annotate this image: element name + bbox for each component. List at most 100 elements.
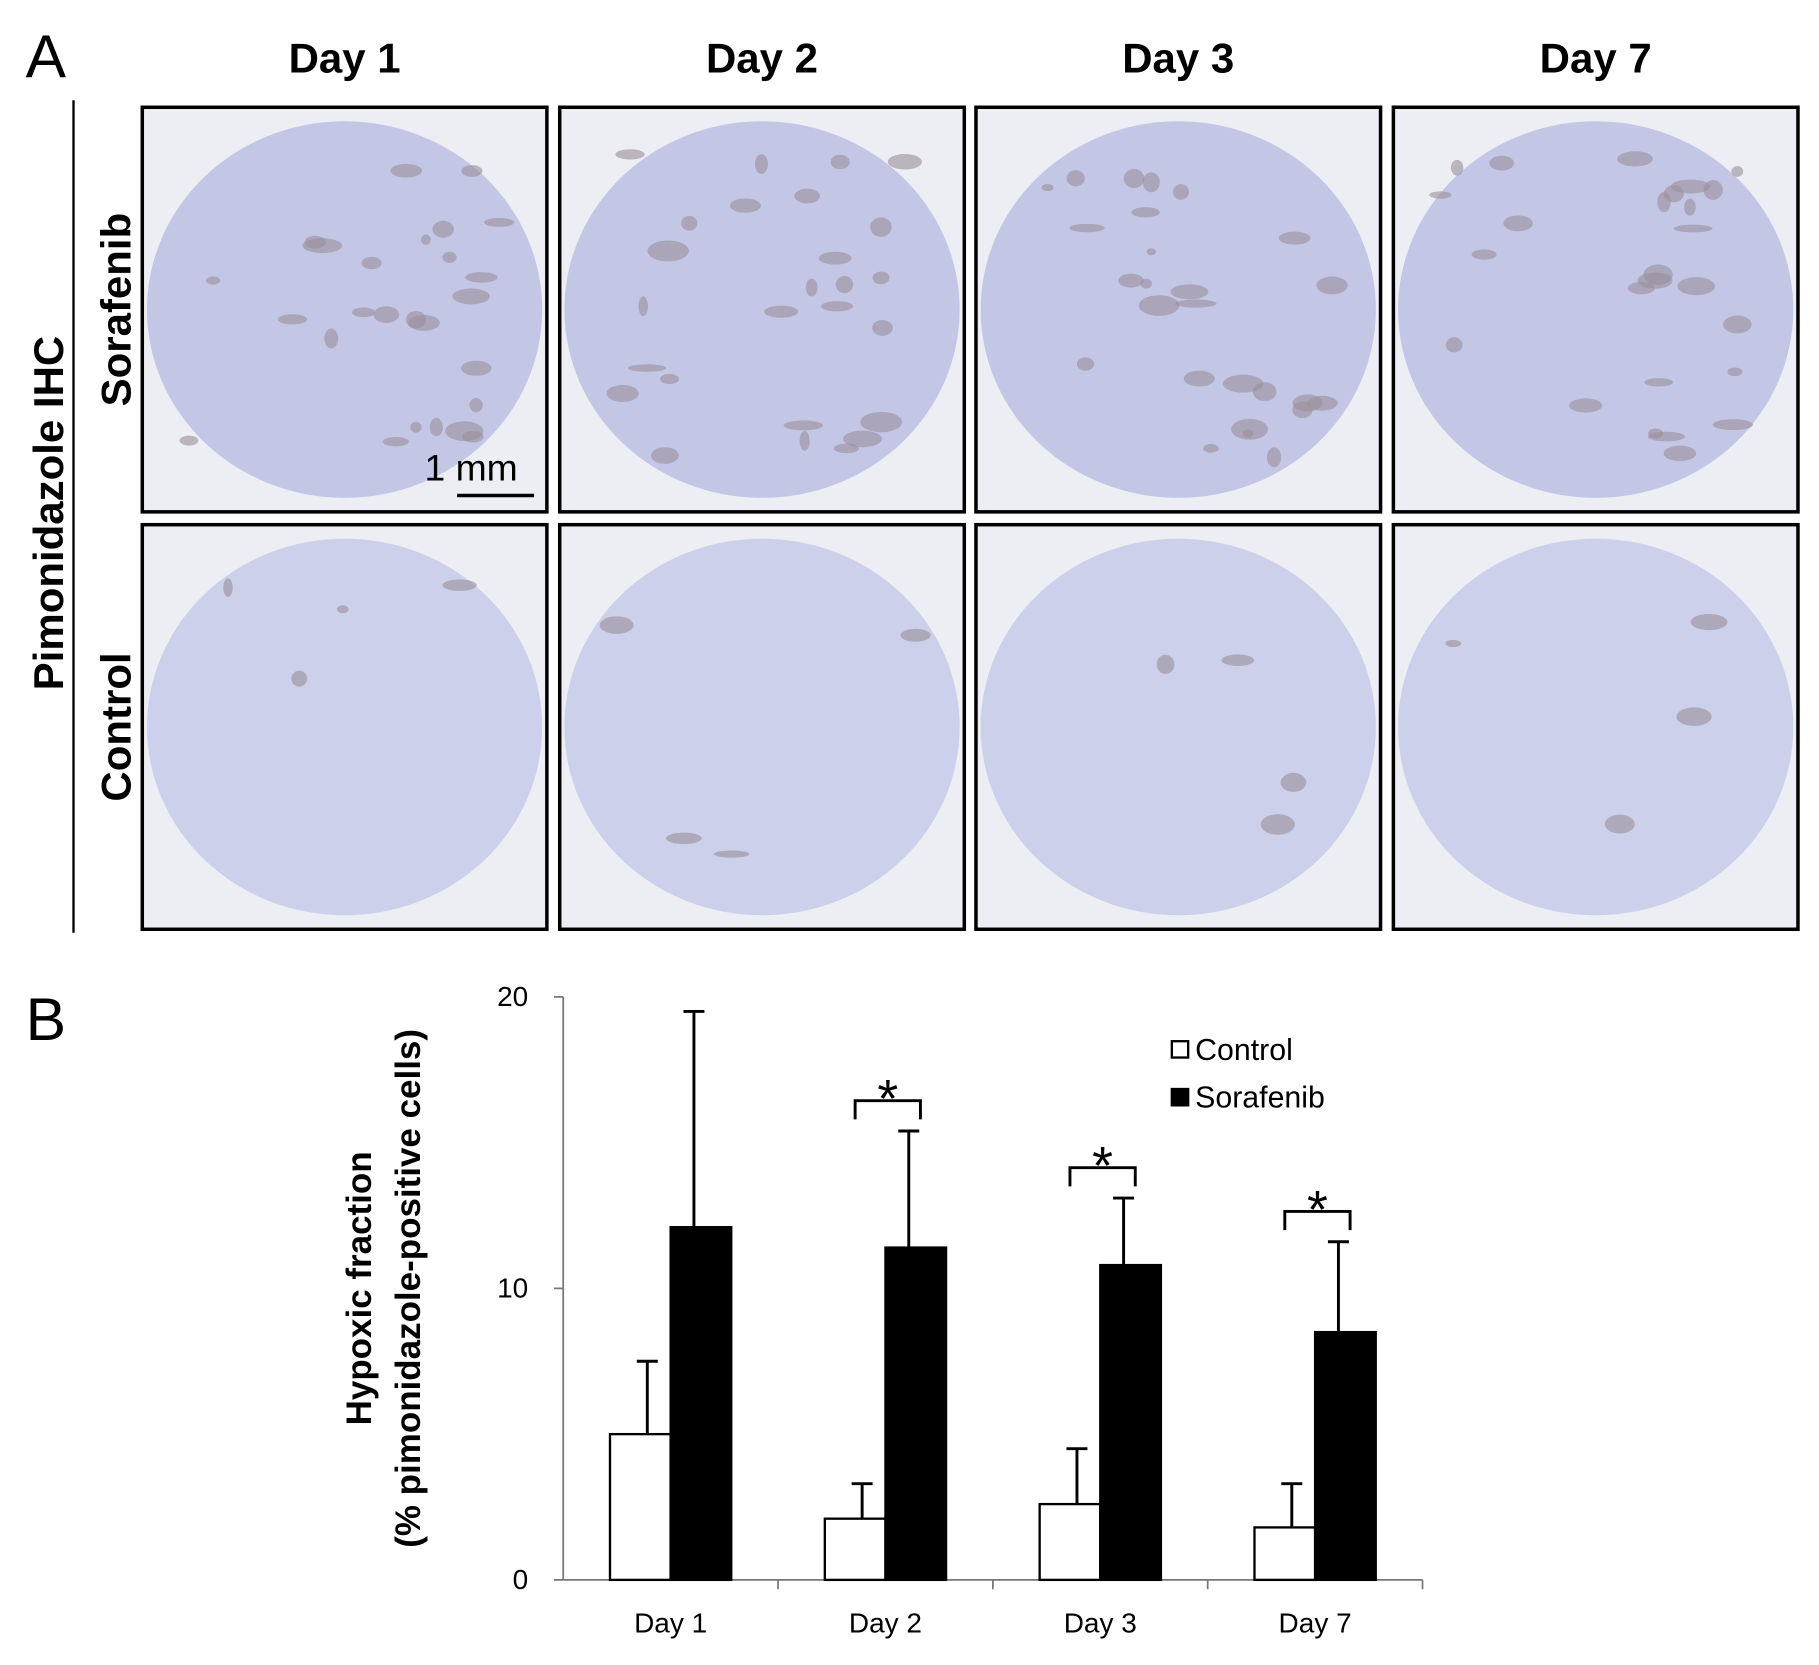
stain-spot	[432, 220, 454, 238]
error-bar	[898, 1129, 920, 1248]
column-title: Day 7	[1540, 34, 1652, 81]
legend-swatch	[1170, 1040, 1190, 1059]
stain-spot	[900, 628, 931, 642]
bar	[1038, 1502, 1102, 1582]
stain-spot	[1673, 224, 1713, 233]
stain-spot	[469, 398, 483, 413]
stain-spot	[1131, 207, 1160, 218]
stain-spot	[872, 271, 890, 285]
stain-spot	[1471, 249, 1497, 260]
error-bar	[1281, 1482, 1303, 1528]
stain-spot	[1156, 654, 1175, 675]
stain-spot	[1604, 814, 1635, 834]
stain-spot	[1569, 398, 1603, 413]
stain-spot	[223, 578, 233, 597]
stain-spot	[484, 217, 515, 227]
stain-spot	[860, 411, 903, 433]
stain-spot	[1174, 299, 1217, 308]
y-axis-label: (% pimonidazole-positive cells)	[389, 1029, 428, 1548]
stain-spot	[1503, 215, 1533, 232]
stain-spot	[887, 154, 922, 170]
stain-spot	[1138, 295, 1180, 316]
stain-spot	[1146, 248, 1157, 256]
stain-spot	[465, 272, 498, 283]
stain-spot	[442, 579, 477, 591]
stain-spot	[1627, 281, 1655, 295]
stain-spot	[461, 165, 483, 177]
stain-spot	[818, 251, 852, 265]
stain-spot	[729, 198, 761, 213]
tissue-section	[1398, 121, 1794, 498]
stain-spot	[1066, 170, 1085, 187]
stain-spot	[872, 320, 893, 336]
x-tick-label: Day 1	[634, 1607, 707, 1638]
stain-spot	[304, 235, 326, 249]
stain-spot	[1123, 168, 1145, 189]
x-tick-label: Day 3	[1064, 1607, 1137, 1638]
tissue-section	[1398, 538, 1794, 916]
stain-spot	[1222, 374, 1264, 393]
stain-spot	[373, 306, 400, 323]
legend-label: Sorafenib	[1195, 1082, 1325, 1115]
significance-bracket	[1068, 1166, 1137, 1187]
tissue-section	[980, 538, 1376, 916]
stain-spot	[410, 421, 422, 433]
significance-label: *	[1307, 1180, 1328, 1240]
tissue-section	[980, 121, 1376, 498]
stain-spot	[1076, 357, 1095, 371]
x-tick-label: Day 7	[1279, 1607, 1352, 1638]
stain-spot	[754, 154, 768, 175]
image-grid: Day 1 Day 2 Day 3 Day 7 Sorafenib Control 1 mm	[93, 34, 1800, 932]
stain-spot	[429, 417, 443, 437]
stain-spot	[351, 307, 376, 318]
stain-spot	[1723, 315, 1752, 334]
bar	[823, 1517, 887, 1582]
stain-spot	[1041, 184, 1054, 192]
bar	[884, 1246, 948, 1582]
panel-label: B	[26, 985, 66, 1053]
stain-spot	[1172, 184, 1190, 200]
stain-spot	[1617, 151, 1653, 167]
stain-spot	[599, 616, 634, 634]
stain-spot	[452, 288, 490, 305]
stain-spot	[1221, 654, 1255, 666]
stain-spot	[1231, 418, 1268, 440]
stain-spot	[1142, 172, 1160, 193]
stain-spot	[337, 605, 349, 614]
error-bar	[636, 1359, 658, 1435]
significance-label: *	[877, 1069, 898, 1129]
bar	[1099, 1263, 1163, 1582]
stain-spot	[1445, 337, 1463, 353]
stain-spot	[1727, 367, 1743, 377]
stain-spot	[205, 276, 221, 285]
column-title: Day 2	[706, 34, 818, 81]
stain-spot	[277, 314, 308, 325]
stain-spot	[179, 435, 199, 446]
stain-spot	[1712, 419, 1754, 431]
tissue-section	[146, 121, 543, 498]
column-title: Day 1	[289, 34, 401, 81]
stain-spot	[1676, 707, 1712, 726]
stain-spot	[821, 301, 853, 312]
stain-spot	[1445, 639, 1462, 648]
stain-spot	[1670, 179, 1711, 194]
stain-spot	[665, 832, 702, 845]
stain-spot	[606, 384, 639, 402]
tissue-section	[564, 538, 960, 916]
stain-spot	[1677, 277, 1716, 296]
stain-spot	[1069, 223, 1105, 233]
tissue-section	[564, 121, 960, 498]
stain-spot	[660, 373, 679, 385]
stain-spot	[713, 850, 750, 858]
y-tick-label: 0	[513, 1564, 529, 1595]
stain-spot	[1203, 443, 1219, 453]
x-tick-label: Day 2	[849, 1607, 922, 1638]
bar	[1313, 1330, 1377, 1582]
stain-spot	[390, 163, 423, 178]
stain-spot	[615, 149, 645, 160]
stain-spot	[651, 447, 679, 464]
stain-spot	[1663, 445, 1697, 462]
row-group-label: Pimonidazole IHC	[25, 336, 72, 690]
stain-spot	[627, 364, 667, 372]
